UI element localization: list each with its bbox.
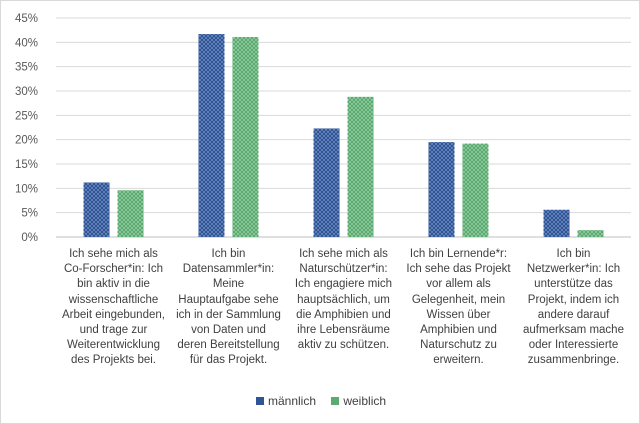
category-label-line: Gelegenheit, mein xyxy=(411,293,506,306)
y-tick-label: 25% xyxy=(15,110,38,122)
category-label-line: von Daten und xyxy=(191,324,266,337)
category-label-line: andere darauf xyxy=(537,308,610,321)
category-label-line: vor allem als xyxy=(426,278,491,291)
category-label-line: und trage zur xyxy=(79,324,148,337)
bars xyxy=(83,34,604,238)
y-tick-label: 20% xyxy=(15,135,38,147)
y-tick-label: 40% xyxy=(15,37,38,49)
y-tick-label: 10% xyxy=(15,183,38,195)
category-label-line: erweitern. xyxy=(433,354,484,367)
category-label-line: zusammenbringe. xyxy=(527,354,620,367)
category-label-line: Weiterentwicklung xyxy=(66,339,161,352)
y-tick-label: 0% xyxy=(21,232,38,241)
category-label-line: bin aktiv in die xyxy=(77,278,150,291)
category-label-line: Ich bin xyxy=(556,248,591,260)
category-label-line: Ich sehe mich als xyxy=(299,248,388,260)
category-label-line: ihre Lebensräume xyxy=(297,324,390,337)
bar-weiblich-5 xyxy=(577,230,604,237)
y-axis-tick-labels: 0% 5% 10% 15% 20% 25% 30% 35% 40% 45% xyxy=(15,13,38,241)
category-label-2: Ich bin Datensammler*in: Meine Hauptaufgabe… xyxy=(173,247,285,369)
bar-maennlich-4 xyxy=(428,142,455,237)
category-label-line: aktiv zu schützen. xyxy=(297,339,390,352)
bar-weiblich-1 xyxy=(117,190,144,237)
category-label-line: Datensammler*in: xyxy=(182,263,275,276)
bar-weiblich-2 xyxy=(232,36,259,238)
category-label-4: Ich bin Lernende*r: Ich sehe das Projekt v… xyxy=(403,247,515,369)
category-label-line: deren Bereitstellung xyxy=(177,339,280,352)
category-label-line: Meine xyxy=(212,278,245,291)
category-label-line: Naturschutz zu xyxy=(420,339,497,352)
category-label-line: Ich engagiere mich xyxy=(294,278,393,291)
category-label-line: Co-Forscher*in: Ich xyxy=(63,263,164,276)
bar-maennlich-1 xyxy=(83,182,110,237)
y-tick-label: 5% xyxy=(21,208,38,220)
category-label-line: oder Interessierte xyxy=(528,339,619,352)
category-label-line: ich in der Sammlung xyxy=(176,308,281,321)
category-label-line: Hauptaufgabe sehe xyxy=(178,293,279,306)
category-label-line: des Projekts bei. xyxy=(70,354,156,367)
legend-swatch-maennlich xyxy=(255,397,264,405)
category-label-line: wissenschaftliche xyxy=(68,293,159,306)
legend-item-weiblich: weiblich xyxy=(331,394,386,408)
bar-maennlich-2 xyxy=(198,34,225,238)
legend-item-maennlich: männlich xyxy=(255,394,316,408)
category-label-line: für das Projekt. xyxy=(189,354,268,367)
bar-weiblich-3 xyxy=(347,96,374,237)
category-label-1: Ich sehe mich als Co-Forscher*in: Ich bin … xyxy=(58,247,170,369)
bar-maennlich-3 xyxy=(313,128,340,237)
category-label-line: hauptsächlich, um xyxy=(297,293,390,306)
bar-chart-plot: 0% 5% 10% 15% 20% 25% 30% 35% 40% 45% xyxy=(15,13,631,241)
category-label-line: die Amphibien und xyxy=(296,308,391,321)
category-label-line: Ich bin Lernende*r: xyxy=(409,248,508,260)
category-label-line: Netzwerker*in: Ich xyxy=(526,263,621,276)
legend-label-maennlich: männlich xyxy=(267,394,316,408)
y-tick-label: 45% xyxy=(15,13,38,25)
category-label-line: Ich bin xyxy=(211,248,246,260)
category-label-line: Projekt, indem ich xyxy=(527,293,620,306)
bar-weiblich-4 xyxy=(462,143,489,237)
y-tick-label: 35% xyxy=(15,62,38,74)
y-tick-label: 30% xyxy=(15,86,38,98)
legend: männlich weiblich xyxy=(1,394,640,408)
category-label-line: Arbeit eingebunden, xyxy=(62,308,165,321)
category-label-5: Ich bin Netzwerker*in: Ich unterstütze das… xyxy=(518,247,630,369)
category-label-3: Ich sehe mich als Naturschützer*in: Ich en… xyxy=(288,247,400,353)
category-label-line: Wissen über xyxy=(426,308,491,321)
category-label-line: Ich sehe das Projekt xyxy=(406,263,511,276)
y-tick-label: 15% xyxy=(15,159,38,171)
category-label-line: unterstütze das xyxy=(534,278,613,291)
bar-maennlich-5 xyxy=(543,209,570,237)
category-label-line: Naturschützer*in: xyxy=(299,263,388,276)
category-label-line: aufmerksam mache xyxy=(523,324,624,337)
legend-label-weiblich: weiblich xyxy=(343,394,387,408)
category-label-line: Ich sehe mich als xyxy=(69,248,158,260)
category-label-line: Amphibien und xyxy=(420,324,497,337)
legend-swatch-weiblich xyxy=(331,397,340,405)
gridlines xyxy=(56,17,631,238)
